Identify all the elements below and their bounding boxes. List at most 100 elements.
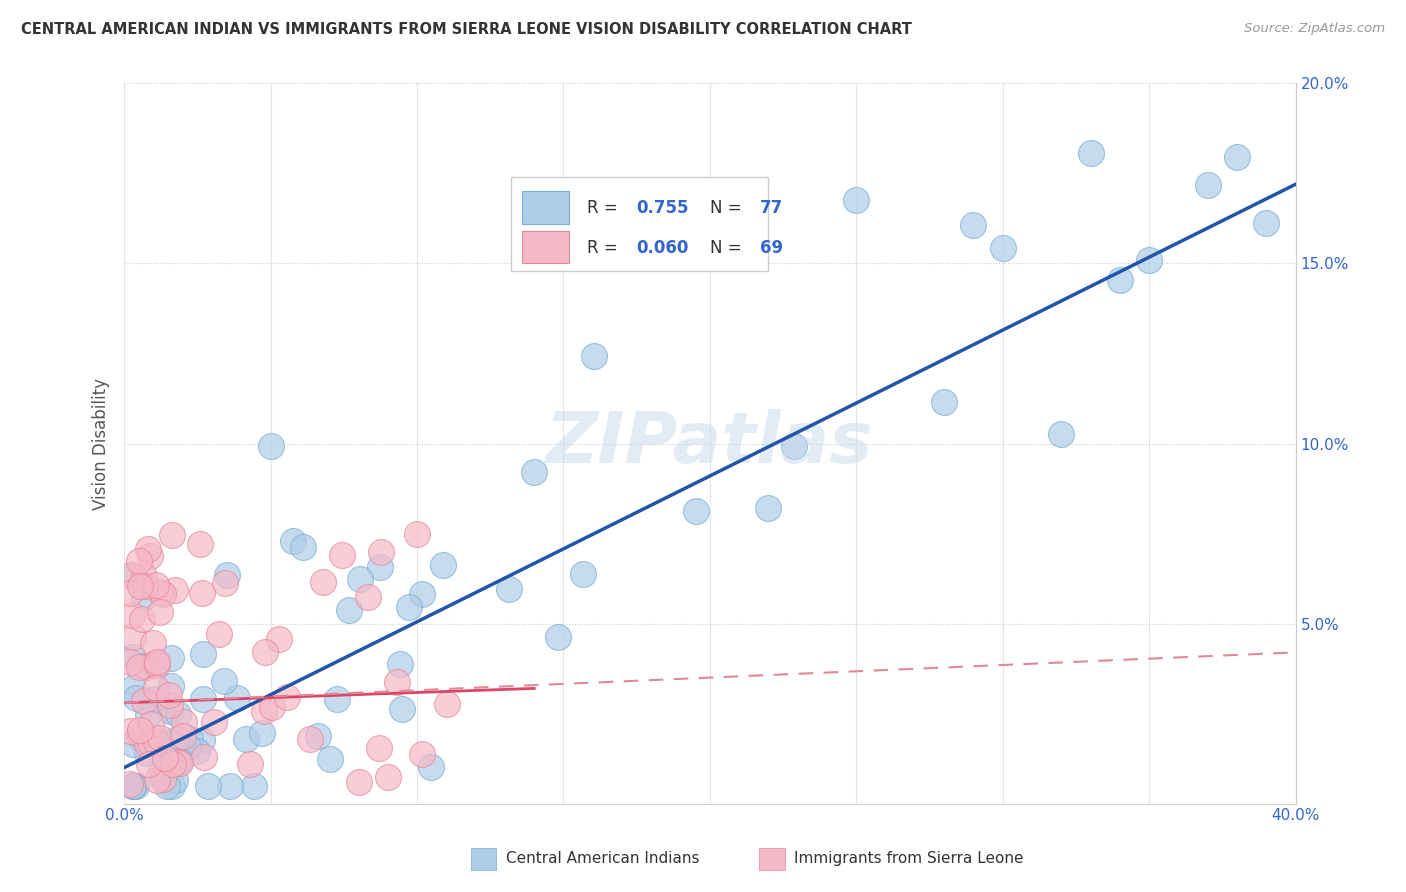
Point [207,627,229,641]
Point [312,575,335,590]
Point [1226,150,1249,164]
Point [547,630,569,644]
Point [139,549,162,563]
Text: ZIPatlas: ZIPatlas [546,409,873,478]
Point [166,732,188,747]
Point [146,655,169,669]
Point [136,747,159,761]
Point [319,752,342,766]
Text: R =: R = [586,199,623,217]
Point [131,612,153,626]
Text: N =: N = [710,199,747,217]
Point [225,691,247,706]
Point [934,395,956,409]
Point [243,779,266,793]
Point [252,725,274,739]
Point [157,689,180,703]
Point [120,777,142,791]
Point [217,567,239,582]
Point [122,630,145,644]
Point [1197,178,1219,192]
Point [190,586,212,600]
Point [436,697,458,711]
Point [120,655,142,669]
Point [782,439,804,453]
Point [252,704,274,718]
Point [121,608,143,623]
Point [260,439,283,453]
Point [122,681,145,695]
Point [132,659,155,673]
Point [281,533,304,548]
Point [128,660,150,674]
Point [122,779,145,793]
Point [138,708,160,723]
Point [134,569,156,583]
Text: Central American Indians: Central American Indians [506,851,700,865]
Point [166,706,188,721]
Point [138,736,160,750]
Point [357,590,380,604]
Point [299,732,322,747]
Point [370,545,392,559]
Point [214,575,236,590]
Point [330,549,353,563]
Point [134,591,156,605]
Point [142,636,165,650]
Point [146,656,169,670]
Point [120,724,142,739]
Point [411,747,433,761]
Point [159,651,181,665]
Point [150,770,173,784]
Point [173,714,195,729]
Point [193,647,215,661]
Point [128,723,150,737]
Point [193,692,215,706]
Point [368,560,391,574]
Point [159,704,181,718]
Point [152,587,174,601]
Point [149,605,172,619]
Point [122,779,145,793]
Point [186,744,208,758]
Point [1050,427,1073,442]
Point [193,750,215,764]
Point [163,583,186,598]
Point [149,735,172,749]
Point [169,754,191,768]
Text: 69: 69 [761,239,783,257]
Text: R =: R = [586,239,623,257]
Text: Immigrants from Sierra Leone: Immigrants from Sierra Leone [794,851,1024,865]
Point [122,649,145,664]
Point [122,779,145,793]
Point [120,567,142,582]
Point [120,586,142,600]
Point [169,756,191,771]
Point [212,673,235,688]
Point [145,734,167,748]
Point [202,715,225,730]
Point [162,757,184,772]
Point [197,779,219,793]
Point [150,762,173,776]
Point [1080,146,1102,161]
Point [179,731,201,746]
Text: CENTRAL AMERICAN INDIAN VS IMMIGRANTS FROM SIERRA LEONE VISION DISABILITY CORREL: CENTRAL AMERICAN INDIAN VS IMMIGRANTS FR… [21,22,912,37]
Point [136,737,159,751]
Point [405,527,427,541]
Point [122,737,145,751]
Point [991,241,1014,255]
Point [432,558,454,572]
Point [136,542,159,557]
Point [172,729,194,743]
Point [156,779,179,793]
Point [128,726,150,740]
Point [159,698,181,712]
Point [142,691,165,706]
Point [177,740,200,755]
Point [389,657,412,672]
Point [377,770,399,784]
FancyBboxPatch shape [523,231,569,263]
Point [152,772,174,786]
Point [159,679,181,693]
